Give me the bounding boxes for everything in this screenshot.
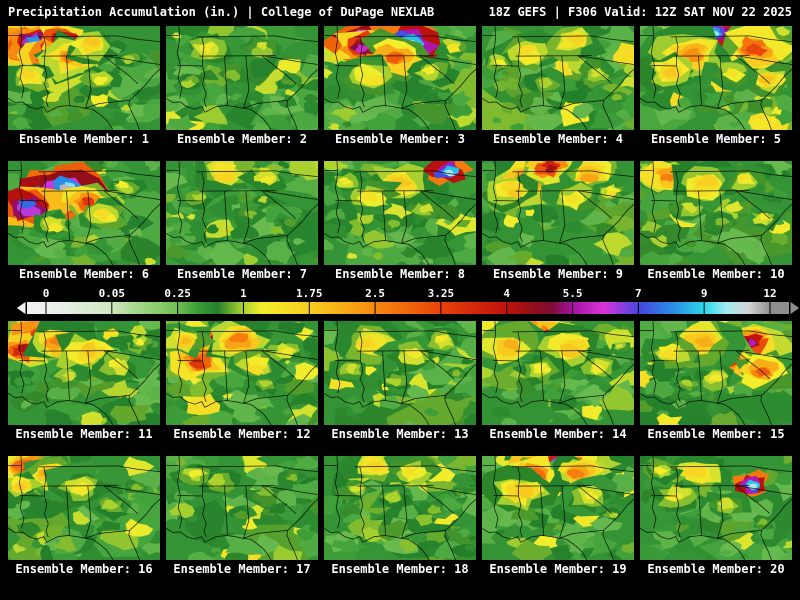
ensemble-member-label: Ensemble Member: 17 — [173, 562, 311, 576]
precip-map — [324, 26, 476, 130]
ensemble-grid: Ensemble Member: 1 Ensemble Member: 2 En… — [0, 26, 800, 577]
ensemble-panel: Ensemble Member: 8 — [324, 161, 476, 282]
ensemble-row-4: Ensemble Member: 16 Ensemble Member: 17 … — [8, 456, 792, 577]
colorbar-tick: 4 — [503, 287, 511, 300]
ensemble-member-label: Ensemble Member: 18 — [331, 562, 469, 576]
precip-map — [482, 26, 634, 130]
ensemble-row-2: Ensemble Member: 6 Ensemble Member: 7 En… — [8, 161, 792, 282]
ensemble-panel: Ensemble Member: 16 — [8, 456, 160, 577]
colorbar-tick: 2.5 — [365, 287, 386, 300]
ensemble-panel: Ensemble Member: 15 — [640, 321, 792, 442]
precip-map — [482, 321, 634, 425]
ensemble-row-3: Ensemble Member: 11 Ensemble Member: 12 … — [8, 321, 792, 442]
ensemble-panel: Ensemble Member: 5 — [640, 26, 792, 147]
precip-map — [166, 321, 318, 425]
ensemble-member-label: Ensemble Member: 6 — [18, 267, 150, 281]
ensemble-member-label: Ensemble Member: 15 — [647, 427, 785, 441]
precip-map — [166, 161, 318, 265]
ensemble-member-label: Ensemble Member: 1 — [18, 132, 150, 146]
ensemble-panel: Ensemble Member: 11 — [8, 321, 160, 442]
colorbar-tick: 0.25 — [164, 287, 191, 300]
precip-map — [482, 456, 634, 560]
ensemble-member-label: Ensemble Member: 11 — [15, 427, 153, 441]
precip-map — [166, 26, 318, 130]
colorbar-tick: 1 — [240, 287, 247, 300]
colorbar-tick: 12 — [763, 287, 777, 300]
colorbar-tick: 9 — [700, 287, 708, 300]
colorbar-tick: 0.05 — [98, 287, 126, 300]
ensemble-panel: Ensemble Member: 10 — [640, 161, 792, 282]
ensemble-panel: Ensemble Member: 19 — [482, 456, 634, 577]
precip-map — [640, 26, 792, 130]
precip-map — [324, 321, 476, 425]
ensemble-panel: Ensemble Member: 18 — [324, 456, 476, 577]
ensemble-member-label: Ensemble Member: 2 — [176, 132, 308, 146]
colorbar-tick: 7 — [635, 287, 642, 300]
precip-map — [8, 26, 160, 130]
precip-map — [640, 456, 792, 560]
precip-map — [8, 321, 160, 425]
colorbar-tick-labels: 0 0.05 0.25 1 1.75 2.5 3.25 4 5.5 7 9 12 — [16, 288, 784, 301]
ensemble-member-label: Ensemble Member: 5 — [650, 132, 782, 146]
ensemble-panel: Ensemble Member: 6 — [8, 161, 160, 282]
precip-map — [8, 161, 160, 265]
colorbar-tick: 0 — [42, 287, 50, 300]
colorbar-tick: 1.75 — [296, 287, 323, 300]
header: Precipitation Accumulation (in.) | Colle… — [0, 0, 800, 21]
colorbar-gradient — [16, 301, 800, 315]
precip-map — [640, 161, 792, 265]
ensemble-member-label: Ensemble Member: 16 — [15, 562, 153, 576]
ensemble-member-label: Ensemble Member: 4 — [492, 132, 624, 146]
ensemble-member-label: Ensemble Member: 14 — [489, 427, 627, 441]
precip-map — [324, 161, 476, 265]
ensemble-panel: Ensemble Member: 4 — [482, 26, 634, 147]
precip-map — [166, 456, 318, 560]
ensemble-member-label: Ensemble Member: 13 — [331, 427, 469, 441]
ensemble-member-label: Ensemble Member: 10 — [647, 267, 785, 281]
ensemble-member-label: Ensemble Member: 8 — [334, 267, 466, 281]
precip-map — [324, 456, 476, 560]
ensemble-panel: Ensemble Member: 7 — [166, 161, 318, 282]
ensemble-member-label: Ensemble Member: 7 — [176, 267, 308, 281]
precip-map — [640, 321, 792, 425]
ensemble-member-label: Ensemble Member: 3 — [334, 132, 466, 146]
ensemble-panel: Ensemble Member: 2 — [166, 26, 318, 147]
ensemble-member-label: Ensemble Member: 12 — [173, 427, 311, 441]
colorbar-tick: 5.5 — [562, 287, 583, 300]
ensemble-member-label: Ensemble Member: 19 — [489, 562, 627, 576]
ensemble-panel: Ensemble Member: 14 — [482, 321, 634, 442]
ensemble-row-1: Ensemble Member: 1 Ensemble Member: 2 En… — [8, 26, 792, 147]
ensemble-panel: Ensemble Member: 1 — [8, 26, 160, 147]
ensemble-panel: Ensemble Member: 20 — [640, 456, 792, 577]
ensemble-panel: Ensemble Member: 3 — [324, 26, 476, 147]
colorbar: 0 0.05 0.25 1 1.75 2.5 3.25 4 5.5 7 9 12 — [16, 288, 800, 316]
ensemble-panel: Ensemble Member: 9 — [482, 161, 634, 282]
ensemble-panel: Ensemble Member: 12 — [166, 321, 318, 442]
colorbar-tick: 3.25 — [427, 287, 455, 300]
precip-map — [8, 456, 160, 560]
ensemble-member-label: Ensemble Member: 20 — [647, 562, 785, 576]
ensemble-member-label: Ensemble Member: 9 — [492, 267, 624, 281]
precip-map — [482, 161, 634, 265]
product-title: Precipitation Accumulation (in.) | Colle… — [8, 5, 435, 19]
ensemble-panel: Ensemble Member: 13 — [324, 321, 476, 442]
model-run-info: 18Z GEFS | F306 Valid: 12Z SAT NOV 22 20… — [488, 5, 792, 19]
ensemble-panel: Ensemble Member: 17 — [166, 456, 318, 577]
